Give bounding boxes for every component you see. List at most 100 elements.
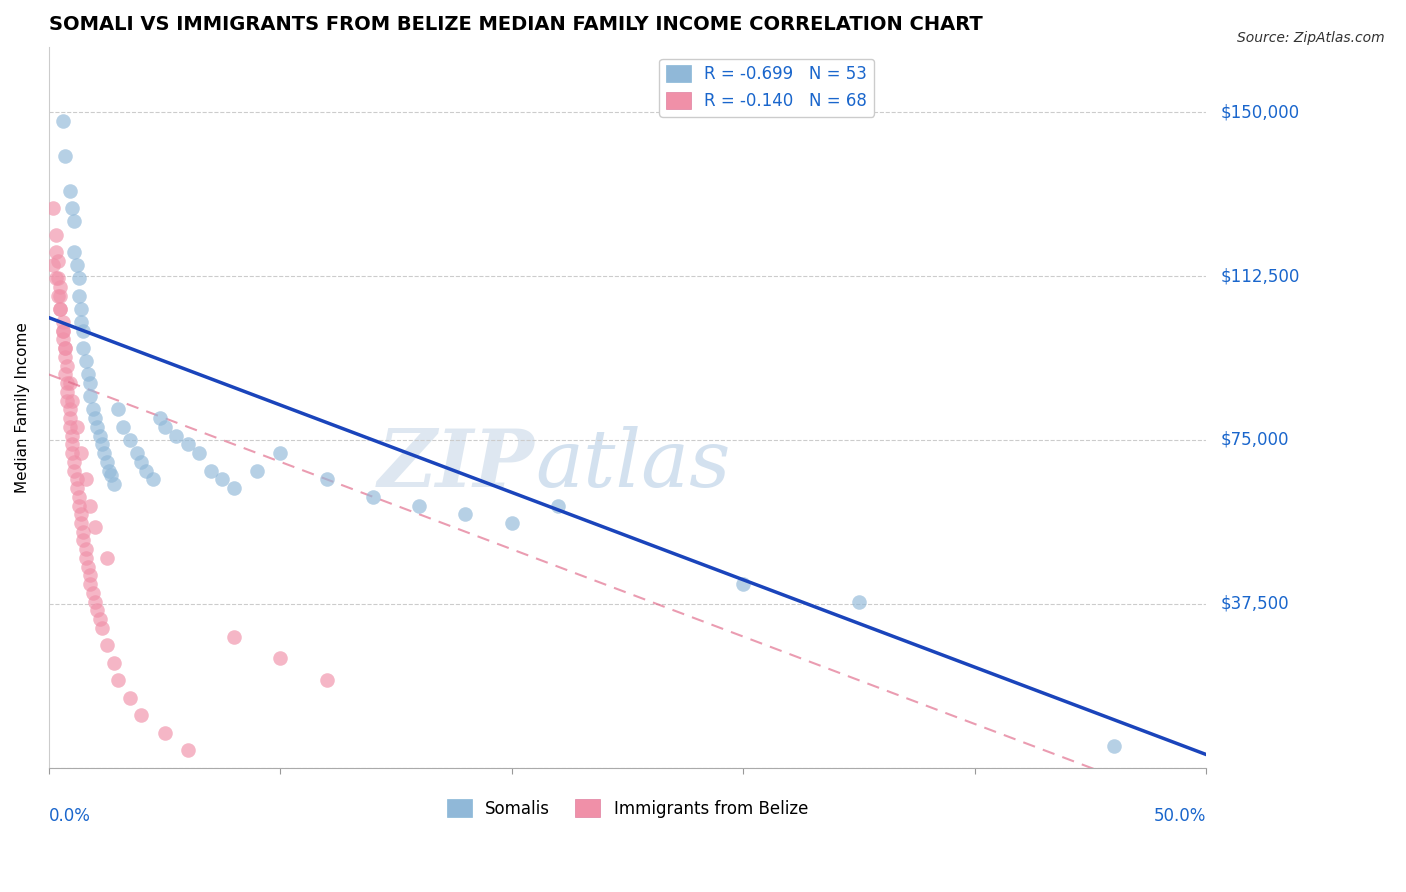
Point [107, 402, 129, 417]
Point [176, 743, 198, 757]
Point [72, 341, 94, 355]
Point [49, 289, 72, 303]
Point [100, 467, 122, 482]
Point [733, 577, 755, 591]
Point [153, 725, 176, 739]
Point [46, 271, 69, 285]
Text: $37,500: $37,500 [1220, 595, 1289, 613]
Point [52, 324, 75, 338]
Point [60, 446, 83, 460]
Point [84, 594, 107, 608]
Text: 0.0%: 0.0% [49, 807, 90, 825]
Point [91, 437, 114, 451]
Point [72, 324, 94, 338]
Point [142, 472, 165, 486]
Point [42, 258, 65, 272]
Point [53, 341, 76, 355]
Point [79, 577, 101, 591]
Point [153, 420, 176, 434]
Text: ZIP: ZIP [378, 426, 534, 504]
Point [45, 271, 67, 285]
Point [165, 428, 187, 442]
Text: 50.0%: 50.0% [1154, 807, 1206, 825]
Point [176, 437, 198, 451]
Point [131, 455, 153, 469]
Point [65, 472, 87, 486]
Point [56, 384, 79, 399]
Point [118, 433, 141, 447]
Legend: Somalis, Immigrants from Belize: Somalis, Immigrants from Belize [440, 793, 814, 824]
Point [67, 490, 90, 504]
Y-axis label: Median Family Income: Median Family Income [15, 322, 30, 492]
Point [53, 341, 76, 355]
Point [79, 568, 101, 582]
Point [79, 499, 101, 513]
Point [1102, 739, 1125, 753]
Point [58, 411, 80, 425]
Text: $112,500: $112,500 [1220, 267, 1299, 285]
Point [107, 673, 129, 688]
Point [60, 437, 83, 451]
Point [58, 402, 80, 417]
Point [52, 333, 75, 347]
Point [63, 455, 86, 469]
Point [188, 446, 211, 460]
Point [246, 464, 269, 478]
Point [848, 594, 870, 608]
Point [96, 551, 118, 566]
Point [93, 446, 115, 460]
Point [149, 411, 172, 425]
Point [125, 446, 148, 460]
Point [52, 315, 75, 329]
Point [211, 472, 233, 486]
Point [97, 464, 120, 478]
Point [86, 420, 108, 434]
Point [42, 202, 65, 216]
Point [70, 446, 93, 460]
Point [103, 656, 125, 670]
Point [63, 245, 86, 260]
Point [269, 651, 291, 665]
Point [82, 402, 104, 417]
Point [75, 354, 97, 368]
Point [75, 472, 97, 486]
Point [56, 393, 79, 408]
Point [79, 389, 101, 403]
Point [45, 245, 67, 260]
Point [103, 476, 125, 491]
Point [501, 516, 523, 530]
Point [67, 499, 90, 513]
Point [86, 603, 108, 617]
Text: Source: ZipAtlas.com: Source: ZipAtlas.com [1237, 31, 1385, 45]
Point [63, 214, 86, 228]
Point [60, 393, 83, 408]
Point [84, 411, 107, 425]
Point [58, 420, 80, 434]
Point [96, 455, 118, 469]
Point [56, 359, 79, 373]
Point [52, 114, 75, 128]
Point [70, 301, 93, 316]
Point [63, 464, 86, 478]
Point [96, 638, 118, 652]
Point [58, 184, 80, 198]
Point [547, 499, 569, 513]
Point [315, 472, 337, 486]
Point [131, 708, 153, 723]
Point [89, 612, 111, 626]
Point [52, 324, 75, 338]
Point [70, 516, 93, 530]
Point [91, 621, 114, 635]
Point [49, 280, 72, 294]
Point [65, 258, 87, 272]
Point [45, 227, 67, 242]
Point [361, 490, 384, 504]
Point [70, 508, 93, 522]
Point [454, 508, 477, 522]
Point [70, 315, 93, 329]
Text: atlas: atlas [534, 426, 730, 504]
Point [60, 202, 83, 216]
Point [75, 551, 97, 566]
Point [67, 271, 90, 285]
Point [46, 289, 69, 303]
